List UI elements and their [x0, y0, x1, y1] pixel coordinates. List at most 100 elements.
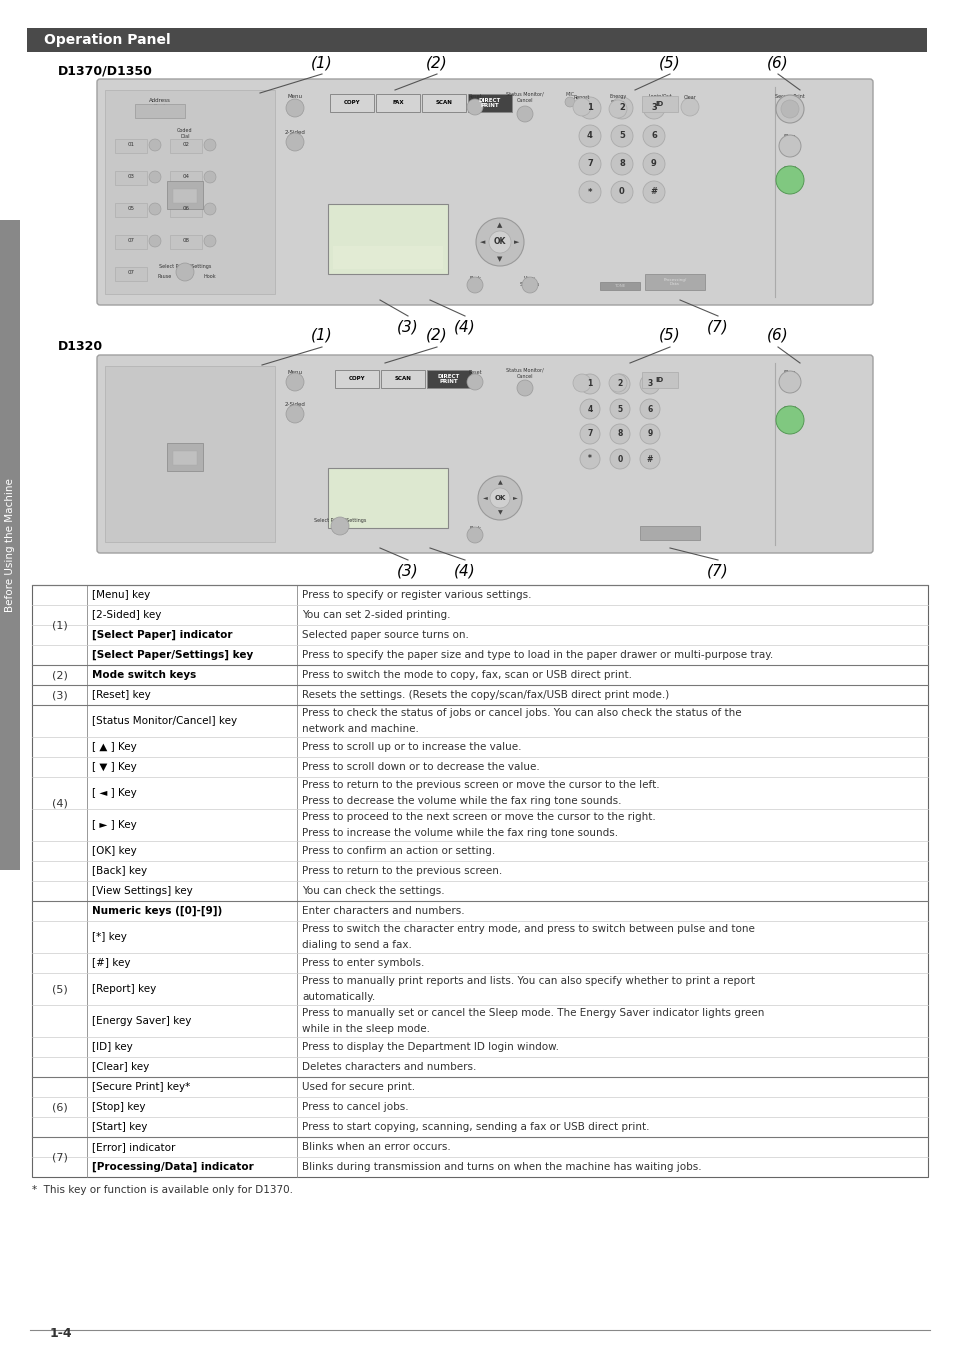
- Text: (6): (6): [51, 1102, 68, 1112]
- FancyBboxPatch shape: [97, 80, 872, 305]
- Circle shape: [608, 374, 626, 392]
- Text: ▲: ▲: [497, 481, 502, 486]
- Text: Reset: Reset: [468, 370, 481, 375]
- Bar: [105, 90, 274, 294]
- Circle shape: [467, 277, 482, 293]
- Text: OK: OK: [494, 238, 506, 247]
- Text: Operation Panel: Operation Panel: [44, 32, 171, 47]
- Text: You can set 2-sided printing.: You can set 2-sided printing.: [302, 610, 450, 620]
- Text: You can check the settings.: You can check the settings.: [302, 886, 444, 896]
- Circle shape: [175, 263, 193, 281]
- Text: Press to proceed to the next screen or move the cursor to the right.: Press to proceed to the next screen or m…: [302, 811, 655, 822]
- Circle shape: [573, 374, 590, 392]
- Text: Press to specify or register various settings.: Press to specify or register various set…: [302, 590, 531, 599]
- Text: Status Monitor/
Cancel: Status Monitor/ Cancel: [506, 369, 543, 379]
- Text: ▼: ▼: [497, 510, 502, 516]
- Bar: [599, 282, 639, 290]
- Circle shape: [286, 99, 304, 117]
- Text: [ ► ] Key: [ ► ] Key: [91, 819, 136, 830]
- Text: (3): (3): [396, 320, 418, 335]
- Text: ►: ►: [512, 495, 517, 501]
- Circle shape: [779, 135, 801, 157]
- Circle shape: [476, 217, 523, 266]
- Text: Blinks when an error occurs.: Blinks when an error occurs.: [302, 1142, 450, 1152]
- Text: 9: 9: [651, 159, 657, 169]
- Text: Select Paper/Settings: Select Paper/Settings: [158, 265, 211, 269]
- Circle shape: [149, 171, 161, 184]
- Text: Reset: Reset: [468, 95, 481, 99]
- Circle shape: [779, 371, 801, 393]
- Text: Select Paper/Settings: Select Paper/Settings: [314, 518, 366, 522]
- Text: [#] key: [#] key: [91, 958, 131, 968]
- Text: 7: 7: [586, 159, 592, 169]
- Text: Start: Start: [782, 406, 796, 410]
- Circle shape: [642, 126, 664, 147]
- Circle shape: [467, 99, 482, 115]
- Text: D1370/D1350: D1370/D1350: [58, 65, 152, 78]
- Circle shape: [610, 126, 633, 147]
- Bar: [172, 451, 196, 464]
- Text: Mode switch keys: Mode switch keys: [91, 670, 196, 680]
- Text: COPY: COPY: [343, 100, 360, 105]
- Circle shape: [639, 400, 659, 418]
- Circle shape: [680, 99, 699, 116]
- Text: Secure Print: Secure Print: [774, 95, 804, 99]
- Text: (5): (5): [659, 328, 680, 343]
- Text: (2): (2): [51, 670, 68, 680]
- Circle shape: [149, 202, 161, 215]
- Text: SCAN: SCAN: [395, 377, 411, 382]
- Text: ID: ID: [655, 101, 663, 107]
- Bar: [172, 189, 196, 202]
- Bar: [421, 95, 465, 112]
- Text: 8: 8: [618, 159, 624, 169]
- Text: ►: ►: [514, 239, 519, 244]
- Circle shape: [775, 406, 803, 433]
- Circle shape: [578, 181, 600, 202]
- Text: 0: 0: [617, 455, 622, 463]
- Bar: [641, 96, 678, 112]
- Text: ID: ID: [655, 377, 663, 383]
- Circle shape: [467, 526, 482, 543]
- Text: (2): (2): [426, 328, 447, 343]
- Circle shape: [639, 450, 659, 468]
- Text: 2-Sided: 2-Sided: [284, 130, 305, 135]
- Text: View
Settings: View Settings: [519, 275, 539, 286]
- Text: Used for secure print.: Used for secure print.: [302, 1081, 415, 1092]
- Bar: [468, 95, 512, 112]
- Bar: [115, 139, 147, 153]
- Text: 3: 3: [647, 379, 652, 389]
- Circle shape: [517, 107, 533, 122]
- Bar: [639, 526, 700, 540]
- Circle shape: [609, 374, 629, 394]
- Text: Energy
Saver: Energy Saver: [609, 95, 626, 105]
- Text: dialing to send a fax.: dialing to send a fax.: [302, 940, 412, 950]
- Circle shape: [477, 477, 521, 520]
- Text: 05: 05: [128, 207, 134, 212]
- Text: 06: 06: [182, 207, 190, 212]
- Text: (4): (4): [454, 320, 476, 335]
- Circle shape: [578, 126, 600, 147]
- Text: (3): (3): [51, 690, 68, 701]
- Text: 5: 5: [617, 405, 622, 413]
- Bar: [170, 235, 202, 248]
- Text: (7): (7): [706, 320, 728, 335]
- Text: Press to enter symbols.: Press to enter symbols.: [302, 958, 424, 968]
- Text: Before Using the Machine: Before Using the Machine: [5, 478, 15, 612]
- Text: (2): (2): [426, 55, 447, 70]
- Text: *: *: [587, 188, 592, 197]
- Bar: [170, 139, 202, 153]
- Text: 01: 01: [128, 143, 134, 147]
- Text: [ ▲ ] Key: [ ▲ ] Key: [91, 743, 136, 752]
- Text: 7: 7: [587, 429, 592, 439]
- Circle shape: [642, 181, 664, 202]
- Text: Press to return to the previous screen.: Press to return to the previous screen.: [302, 865, 501, 876]
- Circle shape: [609, 450, 629, 468]
- Bar: [115, 267, 147, 281]
- Text: 1-4: 1-4: [50, 1327, 72, 1341]
- Text: Press to decrease the volume while the fax ring tone sounds.: Press to decrease the volume while the f…: [302, 796, 620, 806]
- Text: Stop: Stop: [783, 370, 796, 375]
- FancyBboxPatch shape: [97, 355, 872, 554]
- Text: Clear: Clear: [683, 95, 696, 100]
- Bar: [167, 443, 203, 471]
- Bar: [328, 204, 448, 274]
